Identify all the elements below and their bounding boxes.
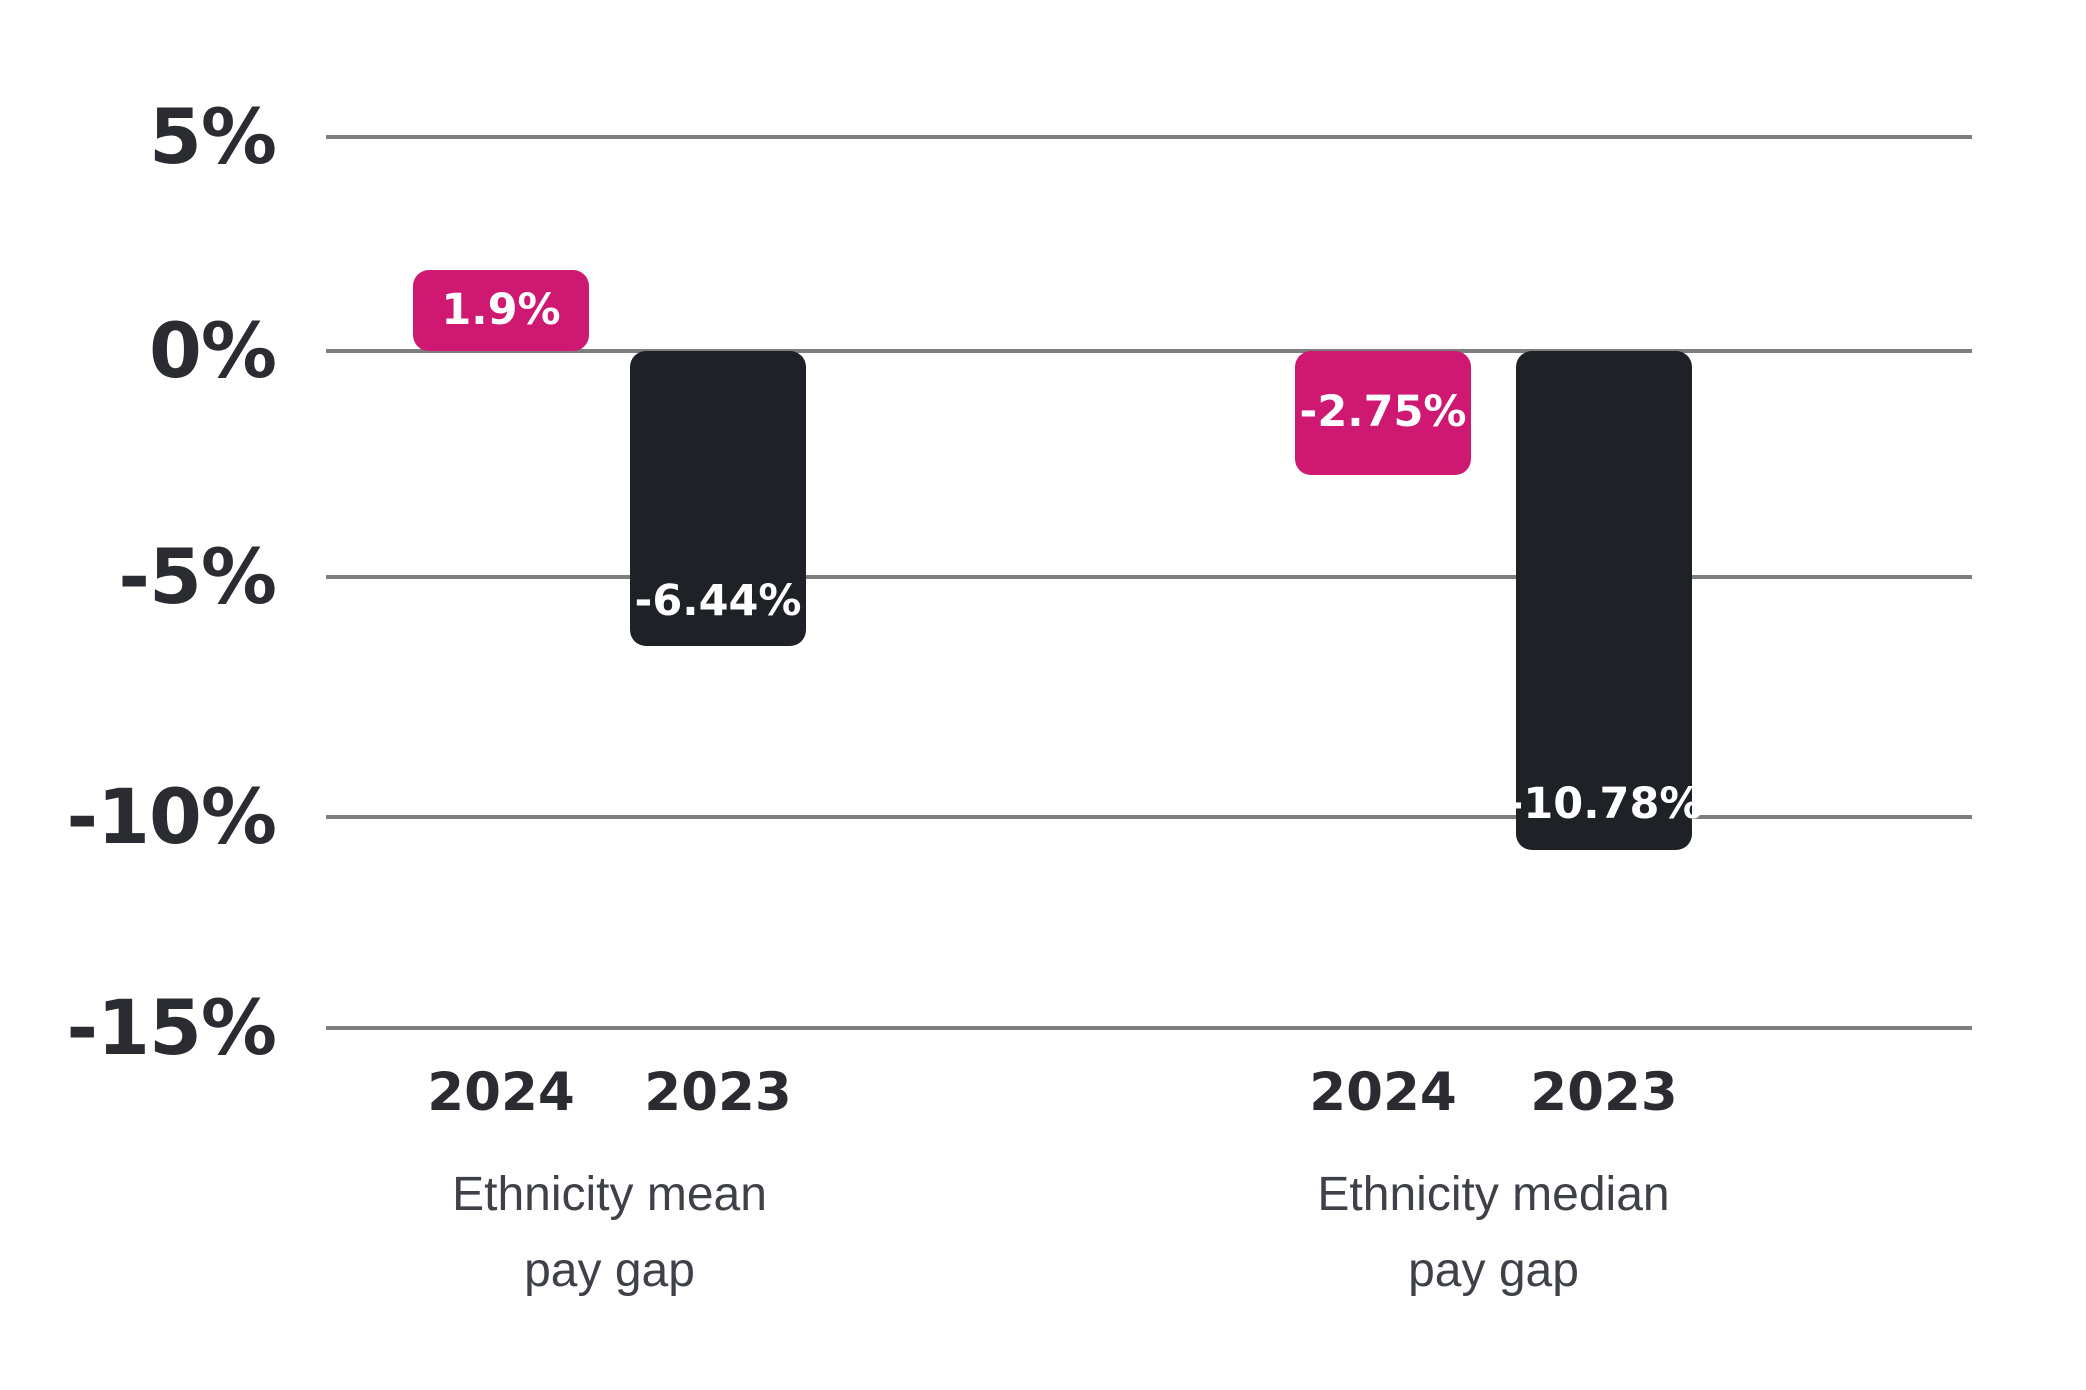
y-axis-tick-label-5: 5%	[148, 92, 277, 181]
group-label-line: Ethnicity median	[1317, 1168, 1670, 1221]
group-label-2: Ethnicity median pay gap	[1154, 1157, 1834, 1309]
gridline--15	[326, 1026, 1972, 1030]
bar-group2-2024: -2.75%	[1295, 351, 1471, 476]
group-label-line: pay gap	[1408, 1244, 1579, 1297]
bar-group2-2023: -10.78%	[1506, 351, 1702, 850]
gridline--10	[326, 815, 1972, 819]
y-axis-tick-label--5: -5%	[118, 532, 277, 621]
group-label-line: pay gap	[524, 1244, 695, 1297]
category-label-group1-2024: 2024	[427, 1062, 575, 1123]
y-axis-tick-label--15: -15%	[66, 983, 277, 1072]
gridline--5	[326, 575, 1972, 579]
bar-value-label: -10.78%	[1505, 779, 1703, 830]
y-axis-tick-label-0: 0%	[148, 306, 277, 395]
bar-group1-2023: -6.44%	[630, 351, 806, 647]
bar-value-label: 1.9%	[441, 284, 561, 335]
bar-value-label: -2.75%	[1299, 387, 1467, 438]
category-label-group1-2023: 2023	[644, 1062, 792, 1123]
gridline-0	[326, 349, 1972, 353]
group-label-line: Ethnicity mean	[452, 1168, 767, 1221]
group-label-1: Ethnicity mean pay gap	[270, 1157, 950, 1309]
category-label-group2-2023: 2023	[1530, 1062, 1678, 1123]
gridline-5	[326, 135, 1972, 139]
y-axis-tick-label--10: -10%	[66, 772, 277, 861]
category-label-group2-2024: 2024	[1309, 1062, 1457, 1123]
bar-group1-2024: 1.9%	[413, 269, 589, 351]
bar-value-label: -6.44%	[634, 575, 802, 626]
